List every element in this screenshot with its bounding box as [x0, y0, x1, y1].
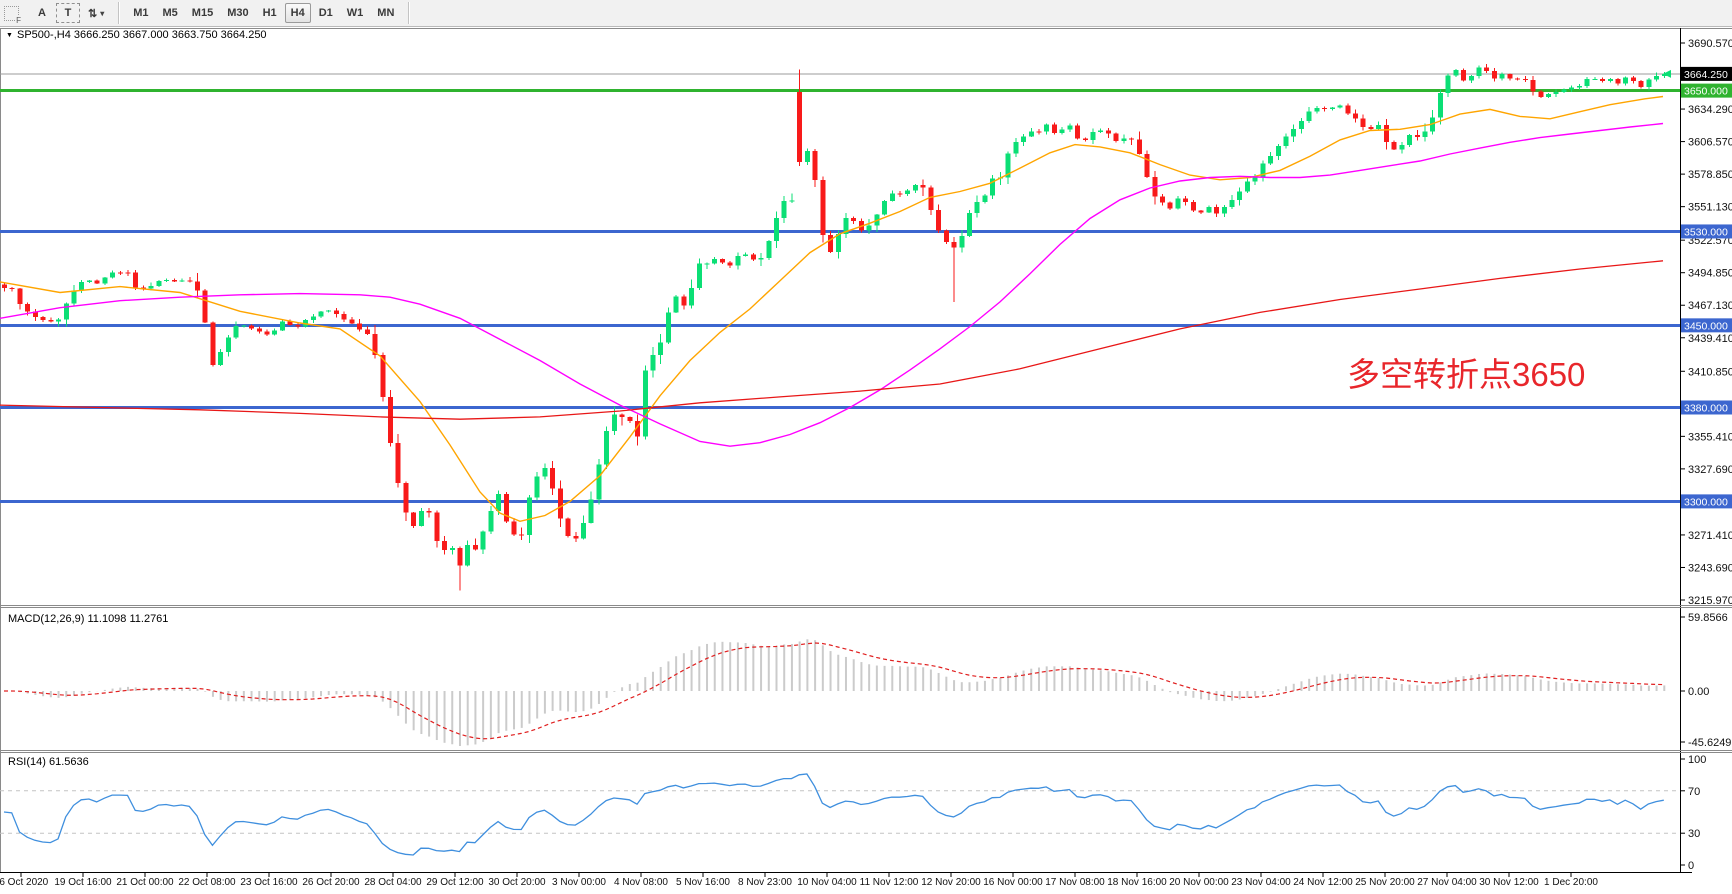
svg-text:3450.000: 3450.000 — [1684, 320, 1728, 332]
dropdown-caret-icon: ▾ — [100, 8, 105, 18]
svg-text:24 Nov 12:00: 24 Nov 12:00 — [1293, 877, 1353, 888]
svg-text:3271.410: 3271.410 — [1688, 530, 1732, 542]
macd-signal-line — [4, 642, 1664, 740]
toolbar-separator — [118, 2, 120, 24]
svg-text:3215.970: 3215.970 — [1688, 595, 1732, 607]
svg-text:20 Nov 00:00: 20 Nov 00:00 — [1169, 877, 1229, 888]
svg-text:3664.250: 3664.250 — [1684, 69, 1728, 81]
indicators-dropdown-button[interactable]: ⇅ ▾ — [82, 3, 110, 23]
timeframe-h1-button[interactable]: H1 — [257, 3, 283, 23]
svg-text:28 Oct 04:00: 28 Oct 04:00 — [364, 877, 422, 888]
svg-text:-45.6249: -45.6249 — [1688, 737, 1731, 749]
svg-text:3467.130: 3467.130 — [1688, 300, 1732, 312]
svg-text:0.00: 0.00 — [1688, 686, 1709, 698]
svg-text:1 Dec 20:00: 1 Dec 20:00 — [1544, 877, 1598, 888]
medium-ma — [0, 122, 1664, 447]
timeframe-m30-button[interactable]: M30 — [221, 3, 254, 23]
svg-text:3243.690: 3243.690 — [1688, 562, 1732, 574]
svg-text:3606.570: 3606.570 — [1688, 137, 1732, 149]
svg-text:25 Nov 20:00: 25 Nov 20:00 — [1355, 877, 1415, 888]
macd-indicator-label: MACD(12,26,9) 11.1098 11.2761 — [8, 613, 168, 625]
annotation-text[interactable]: 多空转折点3650 — [1347, 356, 1585, 393]
timeframe-m1-button[interactable]: M1 — [127, 3, 154, 23]
svg-text:27 Nov 04:00: 27 Nov 04:00 — [1417, 877, 1477, 888]
svg-text:3494.850: 3494.850 — [1688, 268, 1732, 280]
svg-text:23 Oct 16:00: 23 Oct 16:00 — [240, 877, 298, 888]
svg-text:3650.000: 3650.000 — [1684, 86, 1728, 98]
fast-ma — [0, 95, 1664, 523]
svg-text:17 Nov 08:00: 17 Nov 08:00 — [1045, 877, 1105, 888]
svg-text:0: 0 — [1688, 860, 1694, 872]
svg-text:3300.000: 3300.000 — [1684, 496, 1728, 508]
arrow-tool-button[interactable]: A — [30, 3, 54, 23]
svg-text:3380.000: 3380.000 — [1684, 402, 1728, 414]
candlestick-series — [2, 63, 1667, 591]
svg-text:3439.410: 3439.410 — [1688, 333, 1732, 345]
slow-ma — [0, 260, 1664, 420]
svg-text:23 Nov 04:00: 23 Nov 04:00 — [1231, 877, 1291, 888]
svg-text:3410.850: 3410.850 — [1688, 366, 1732, 378]
svg-text:3355.410: 3355.410 — [1688, 431, 1732, 443]
svg-text:8 Nov 23:00: 8 Nov 23:00 — [738, 877, 792, 888]
svg-text:16 Nov 00:00: 16 Nov 00:00 — [983, 877, 1043, 888]
rsi-line — [3, 773, 1664, 856]
svg-text:59.8566: 59.8566 — [1688, 612, 1728, 624]
chart-collapse-icon[interactable]: ▼ — [6, 32, 13, 39]
current-price-marker — [1663, 69, 1671, 78]
chart-title: SP500-,H4 3666.250 3667.000 3663.750 366… — [17, 29, 267, 41]
svg-text:18 Nov 16:00: 18 Nov 16:00 — [1107, 877, 1167, 888]
svg-text:100: 100 — [1688, 754, 1706, 766]
svg-text:30 Oct 20:00: 30 Oct 20:00 — [488, 877, 546, 888]
svg-text:3634.290: 3634.290 — [1688, 104, 1732, 116]
timeframe-m15-button[interactable]: M15 — [186, 3, 219, 23]
svg-text:16 Oct 2020: 16 Oct 2020 — [0, 877, 49, 888]
svg-text:10 Nov 04:00: 10 Nov 04:00 — [797, 877, 857, 888]
timeframe-m5-button[interactable]: M5 — [157, 3, 184, 23]
timeframe-button-group: M1 M5 M15 M30 H1 H4 D1 W1 MN — [126, 3, 401, 23]
toolbar-grip-label: F — [15, 15, 21, 25]
text-tool-button[interactable]: T — [56, 3, 80, 23]
svg-text:3327.690: 3327.690 — [1688, 464, 1732, 476]
toolbar-separator — [408, 2, 410, 24]
svg-text:21 Oct 00:00: 21 Oct 00:00 — [116, 877, 174, 888]
svg-text:3690.570: 3690.570 — [1688, 38, 1732, 50]
timeframe-mn-button[interactable]: MN — [371, 3, 400, 23]
svg-text:3530.000: 3530.000 — [1684, 226, 1728, 238]
svg-text:19 Oct 16:00: 19 Oct 16:00 — [54, 877, 112, 888]
sort-arrows-icon: ⇅ — [88, 7, 98, 20]
svg-text:22 Oct 08:00: 22 Oct 08:00 — [178, 877, 236, 888]
moving-average-lines — [0, 95, 1664, 523]
svg-text:12 Nov 20:00: 12 Nov 20:00 — [921, 877, 981, 888]
svg-text:3578.850: 3578.850 — [1688, 169, 1732, 181]
timeframe-w1-button[interactable]: W1 — [341, 3, 370, 23]
time-axis[interactable]: 16 Oct 2020 19 Oct 16:00 21 Oct 00:00 22 Oc… — [0, 872, 1598, 888]
svg-text:11 Nov 12:00: 11 Nov 12:00 — [860, 877, 919, 888]
svg-text:29 Oct 12:00: 29 Oct 12:00 — [426, 877, 484, 888]
svg-text:5 Nov 16:00: 5 Nov 16:00 — [676, 877, 730, 888]
price-axis[interactable]: 3690.570 3634.290 3606.570 3578.850 3551.130… — [1680, 38, 1732, 607]
rsi-panel: 100 70 30 0 — [0, 754, 1706, 872]
svg-text:30 Nov 12:00: 30 Nov 12:00 — [1479, 877, 1539, 888]
toolbar-grip[interactable]: F — [4, 5, 21, 25]
toolbar: F A T ⇅ ▾ M1 M5 M15 M30 H1 H4 D1 W1 MN — [0, 0, 1732, 27]
svg-text:3551.130: 3551.130 — [1688, 202, 1732, 214]
chart-frame — [0, 28, 1732, 873]
macd-panel: 59.8566 0.00 -45.6249 — [4, 612, 1731, 749]
timeframe-h4-button[interactable]: H4 — [284, 3, 311, 23]
svg-text:3 Nov 00:00: 3 Nov 00:00 — [552, 877, 606, 888]
rsi-indicator-label: RSI(14) 61.5636 — [8, 756, 89, 768]
svg-text:4 Nov 08:00: 4 Nov 08:00 — [614, 877, 668, 888]
svg-text:70: 70 — [1688, 786, 1700, 798]
timeframe-d1-button[interactable]: D1 — [313, 3, 339, 23]
svg-text:30: 30 — [1688, 828, 1700, 840]
svg-text:26 Oct 20:00: 26 Oct 20:00 — [302, 877, 360, 888]
